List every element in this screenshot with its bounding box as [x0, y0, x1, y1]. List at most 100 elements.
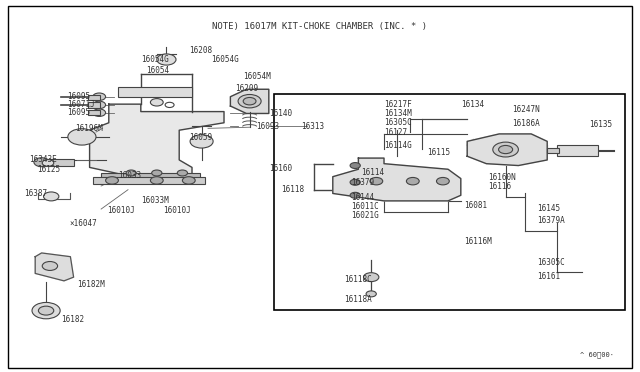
Text: 16127: 16127: [384, 128, 407, 137]
Circle shape: [406, 177, 419, 185]
Circle shape: [152, 170, 162, 176]
Text: 16095: 16095: [67, 92, 90, 101]
Polygon shape: [333, 158, 461, 201]
Text: 16095: 16095: [67, 108, 90, 117]
Text: 16081: 16081: [464, 201, 487, 210]
Circle shape: [150, 177, 163, 184]
Circle shape: [493, 142, 518, 157]
Bar: [88, 110, 100, 115]
Text: 16379A: 16379A: [538, 216, 565, 225]
Text: 16387: 16387: [24, 189, 47, 198]
Text: 16011C: 16011C: [351, 202, 378, 211]
Text: 16379: 16379: [351, 178, 374, 187]
Bar: [88, 95, 100, 100]
Circle shape: [68, 129, 96, 145]
Text: 16093: 16093: [256, 122, 279, 131]
Text: NOTE) 16017M KIT-CHOKE CHAMBER (INC. * ): NOTE) 16017M KIT-CHOKE CHAMBER (INC. * ): [212, 22, 428, 31]
Text: 16135: 16135: [589, 120, 612, 129]
Circle shape: [350, 179, 360, 185]
Text: 16247N: 16247N: [512, 105, 540, 114]
Text: 16118: 16118: [282, 185, 305, 194]
Text: 16182M: 16182M: [77, 280, 104, 289]
Text: 16054G: 16054G: [141, 55, 168, 64]
Text: 16196M: 16196M: [76, 124, 103, 133]
Text: 16116M: 16116M: [464, 237, 492, 246]
Circle shape: [366, 291, 376, 297]
Text: 16059: 16059: [189, 133, 212, 142]
Bar: [38, 159, 74, 166]
Circle shape: [190, 135, 213, 148]
Text: ^ 60〃00·: ^ 60〃00·: [580, 351, 614, 358]
Text: 16161: 16161: [538, 272, 561, 280]
Text: 16160: 16160: [269, 164, 292, 173]
Polygon shape: [35, 253, 74, 281]
Text: 16186A: 16186A: [512, 119, 540, 128]
Text: 16182: 16182: [61, 315, 84, 324]
Circle shape: [436, 177, 449, 185]
Polygon shape: [230, 89, 269, 113]
Text: 16160N: 16160N: [488, 173, 515, 182]
Circle shape: [238, 94, 261, 108]
Bar: [93, 177, 205, 184]
Text: 16118C: 16118C: [344, 275, 372, 284]
Text: 16305C: 16305C: [384, 118, 412, 126]
Circle shape: [38, 306, 54, 315]
Text: 16134: 16134: [461, 100, 484, 109]
Text: 16217F: 16217F: [384, 100, 412, 109]
Circle shape: [150, 99, 163, 106]
Text: 16054G: 16054G: [211, 55, 239, 64]
Circle shape: [165, 102, 174, 108]
Text: 16054M: 16054M: [243, 72, 271, 81]
Text: 16145: 16145: [538, 204, 561, 213]
Circle shape: [44, 192, 59, 201]
Circle shape: [243, 97, 256, 105]
Circle shape: [34, 158, 49, 167]
Bar: [118, 87, 192, 97]
Text: 16114G: 16114G: [384, 141, 412, 150]
Bar: [274, 94, 625, 310]
Circle shape: [182, 177, 195, 184]
Circle shape: [93, 101, 106, 109]
Circle shape: [177, 170, 188, 176]
Text: 16071J: 16071J: [67, 100, 95, 109]
Text: 16033M: 16033M: [141, 196, 168, 205]
Circle shape: [32, 302, 60, 319]
Circle shape: [370, 177, 383, 185]
Circle shape: [157, 54, 176, 65]
Text: 16208: 16208: [189, 46, 212, 55]
Text: 16305C: 16305C: [538, 258, 565, 267]
Bar: [547, 148, 559, 153]
Text: 16033: 16033: [118, 171, 141, 180]
Circle shape: [350, 192, 360, 198]
Polygon shape: [90, 104, 224, 179]
Circle shape: [350, 163, 360, 169]
Text: 16209: 16209: [236, 84, 259, 93]
Text: 16010J: 16010J: [163, 206, 191, 215]
Text: 16116: 16116: [488, 182, 511, 190]
Text: 16010J: 16010J: [108, 206, 135, 215]
Circle shape: [106, 177, 118, 184]
Text: 16021G: 16021G: [351, 211, 378, 219]
Circle shape: [42, 160, 54, 166]
Circle shape: [364, 273, 379, 282]
Circle shape: [126, 170, 136, 176]
Text: 16118A: 16118A: [344, 295, 372, 304]
Polygon shape: [467, 134, 547, 166]
Text: 16313: 16313: [301, 122, 324, 131]
Circle shape: [93, 93, 106, 100]
Text: 16115: 16115: [428, 148, 451, 157]
Bar: [557, 145, 598, 156]
Text: 16054: 16054: [146, 66, 169, 75]
Text: 16125: 16125: [37, 165, 60, 174]
Text: 16134M: 16134M: [384, 109, 412, 118]
Text: 16343E: 16343E: [29, 155, 56, 164]
Bar: [101, 173, 200, 179]
Bar: [88, 102, 100, 108]
Text: 16144: 16144: [351, 193, 374, 202]
Text: ×16047: ×16047: [69, 219, 97, 228]
Circle shape: [93, 109, 106, 116]
Circle shape: [42, 262, 58, 270]
Text: 16140: 16140: [269, 109, 292, 118]
Text: 16114: 16114: [362, 169, 385, 177]
Circle shape: [499, 145, 513, 154]
